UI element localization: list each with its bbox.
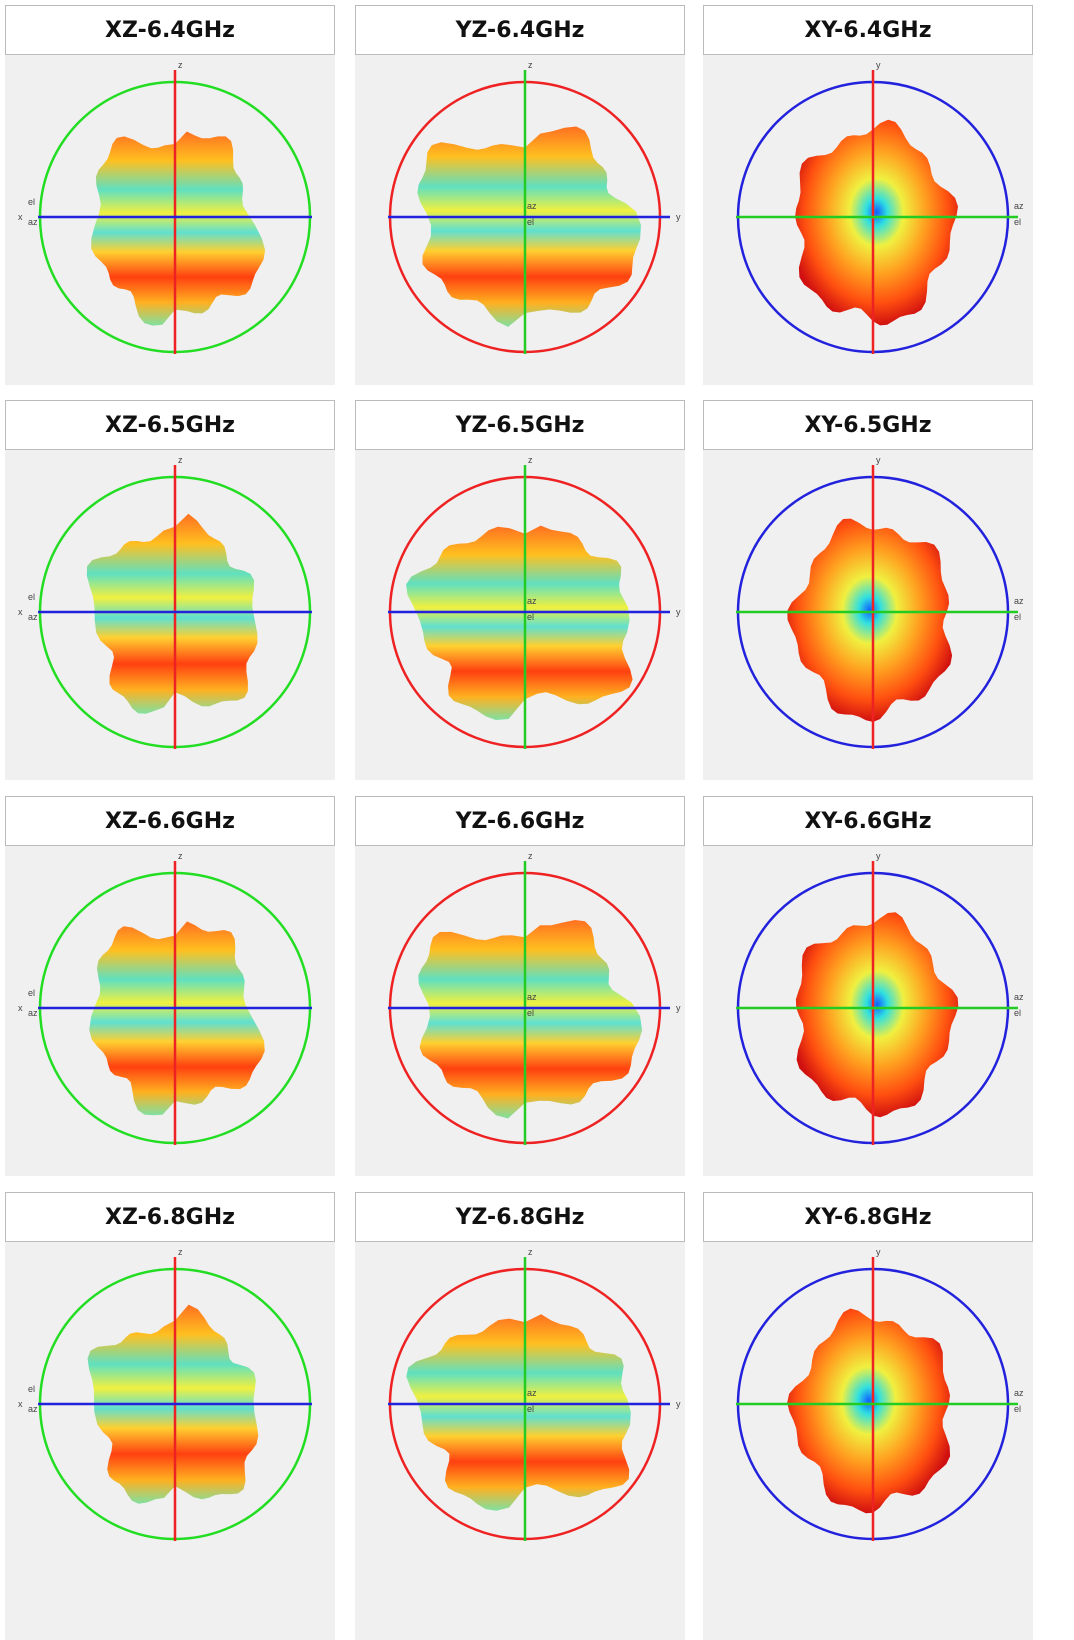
panel-title: XY-6.5GHz: [703, 400, 1033, 450]
vertical-axis-label: z: [528, 455, 533, 465]
el-label: el: [1014, 612, 1021, 622]
panel-title: XY-6.6GHz: [703, 796, 1033, 846]
panel-title: YZ-6.4GHz: [355, 5, 685, 55]
pattern-plot: z xel az: [5, 1242, 335, 1640]
pattern-plot: yxazel: [703, 55, 1033, 385]
panel: XY-6.5GHzyxazel: [703, 400, 1033, 780]
panel-title: YZ-6.8GHz: [355, 1192, 685, 1242]
el-label: el: [527, 1404, 534, 1414]
az-label: el: [28, 1384, 35, 1394]
radiation-pattern: [417, 126, 641, 327]
radiation-pattern: [406, 525, 633, 720]
pattern-plot: z xel az: [5, 450, 335, 780]
panel-title: YZ-6.6GHz: [355, 796, 685, 846]
panel: YZ-6.4GHz z y az el: [355, 5, 685, 385]
el-label: az: [28, 1404, 38, 1414]
el-label: az: [28, 1008, 38, 1018]
el-label: el: [1014, 1404, 1021, 1414]
pattern-plot: z y az el: [355, 1242, 685, 1640]
panel: XY-6.6GHzyxazel: [703, 796, 1033, 1176]
az-label: el: [28, 197, 35, 207]
vertical-axis-label: z: [528, 60, 533, 70]
horizontal-axis-label: y: [676, 607, 681, 617]
radiation-pattern: [86, 513, 258, 714]
vertical-axis-label: z: [178, 455, 183, 465]
panel-title: XY-6.8GHz: [703, 1192, 1033, 1242]
panel: XZ-6.5GHz z x el az: [5, 400, 335, 780]
panel: YZ-6.6GHz z y az el: [355, 796, 685, 1176]
radiation-pattern: [795, 912, 959, 1118]
horizontal-axis-label: y: [676, 1003, 681, 1013]
radiation-pattern: [795, 119, 958, 326]
az-label: az: [527, 596, 537, 606]
panel: XZ-6.8GHz z x el az: [5, 1192, 335, 1640]
panel-title: XZ-6.5GHz: [5, 400, 335, 450]
vertical-axis-label: z: [178, 851, 183, 861]
az-label: az: [1014, 201, 1024, 211]
radiation-pattern: [787, 518, 953, 722]
panel: XY-6.8GHzyxazel: [703, 1192, 1033, 1640]
az-label: az: [1014, 1388, 1024, 1398]
radiation-pattern: [418, 920, 643, 1119]
el-label: az: [28, 217, 38, 227]
vertical-axis-label: y: [876, 1247, 881, 1257]
az-label: az: [527, 992, 537, 1002]
az-label: az: [527, 1388, 537, 1398]
vertical-axis-label: y: [876, 60, 881, 70]
panel: XZ-6.6GHz z x el az: [5, 796, 335, 1176]
vertical-axis-label: z: [178, 60, 183, 70]
panel-title: XZ-6.4GHz: [5, 5, 335, 55]
radiation-pattern: [406, 1314, 631, 1511]
horizontal-axis-label: y: [676, 212, 681, 222]
panel-title: XZ-6.8GHz: [5, 1192, 335, 1242]
pattern-plot: z xel az: [5, 846, 335, 1176]
horizontal-axis-label: x: [18, 1003, 23, 1013]
vertical-axis-label: z: [178, 1247, 183, 1257]
el-label: el: [527, 612, 534, 622]
pattern-plot: yxazel: [703, 846, 1033, 1176]
pattern-plot: yxazel: [703, 450, 1033, 780]
pattern-plot: z xel az: [5, 55, 335, 385]
horizontal-axis-label: x: [18, 1399, 23, 1409]
el-label: az: [28, 612, 38, 622]
horizontal-axis-label: x: [18, 607, 23, 617]
panel: XY-6.4GHzyxazel: [703, 5, 1033, 385]
az-label: az: [1014, 596, 1024, 606]
az-label: el: [28, 988, 35, 998]
panel-title: XZ-6.6GHz: [5, 796, 335, 846]
el-label: el: [527, 217, 534, 227]
horizontal-axis-label: y: [676, 1399, 681, 1409]
panel-title: YZ-6.5GHz: [355, 400, 685, 450]
pattern-plot: z y az el: [355, 450, 685, 780]
az-label: el: [28, 592, 35, 602]
el-label: el: [527, 1008, 534, 1018]
horizontal-axis-label: x: [18, 212, 23, 222]
el-label: el: [1014, 217, 1021, 227]
az-label: az: [527, 201, 537, 211]
radiation-pattern: [91, 131, 266, 326]
pattern-plot: z y az el: [355, 55, 685, 385]
panel: YZ-6.8GHz z y az el: [355, 1192, 685, 1640]
vertical-axis-label: z: [528, 851, 533, 861]
panel-title: XY-6.4GHz: [703, 5, 1033, 55]
pattern-plot: yxazel: [703, 1242, 1033, 1640]
vertical-axis-label: y: [876, 851, 881, 861]
panel: XZ-6.4GHz z x el az: [5, 5, 335, 385]
el-label: el: [1014, 1008, 1021, 1018]
pattern-plot: z y az el: [355, 846, 685, 1176]
vertical-axis-label: z: [528, 1247, 533, 1257]
vertical-axis-label: y: [876, 455, 881, 465]
az-label: az: [1014, 992, 1024, 1002]
radiation-pattern: [89, 921, 265, 1116]
radiation-pattern: [787, 1308, 951, 1514]
panel: YZ-6.5GHz z y az el: [355, 400, 685, 780]
